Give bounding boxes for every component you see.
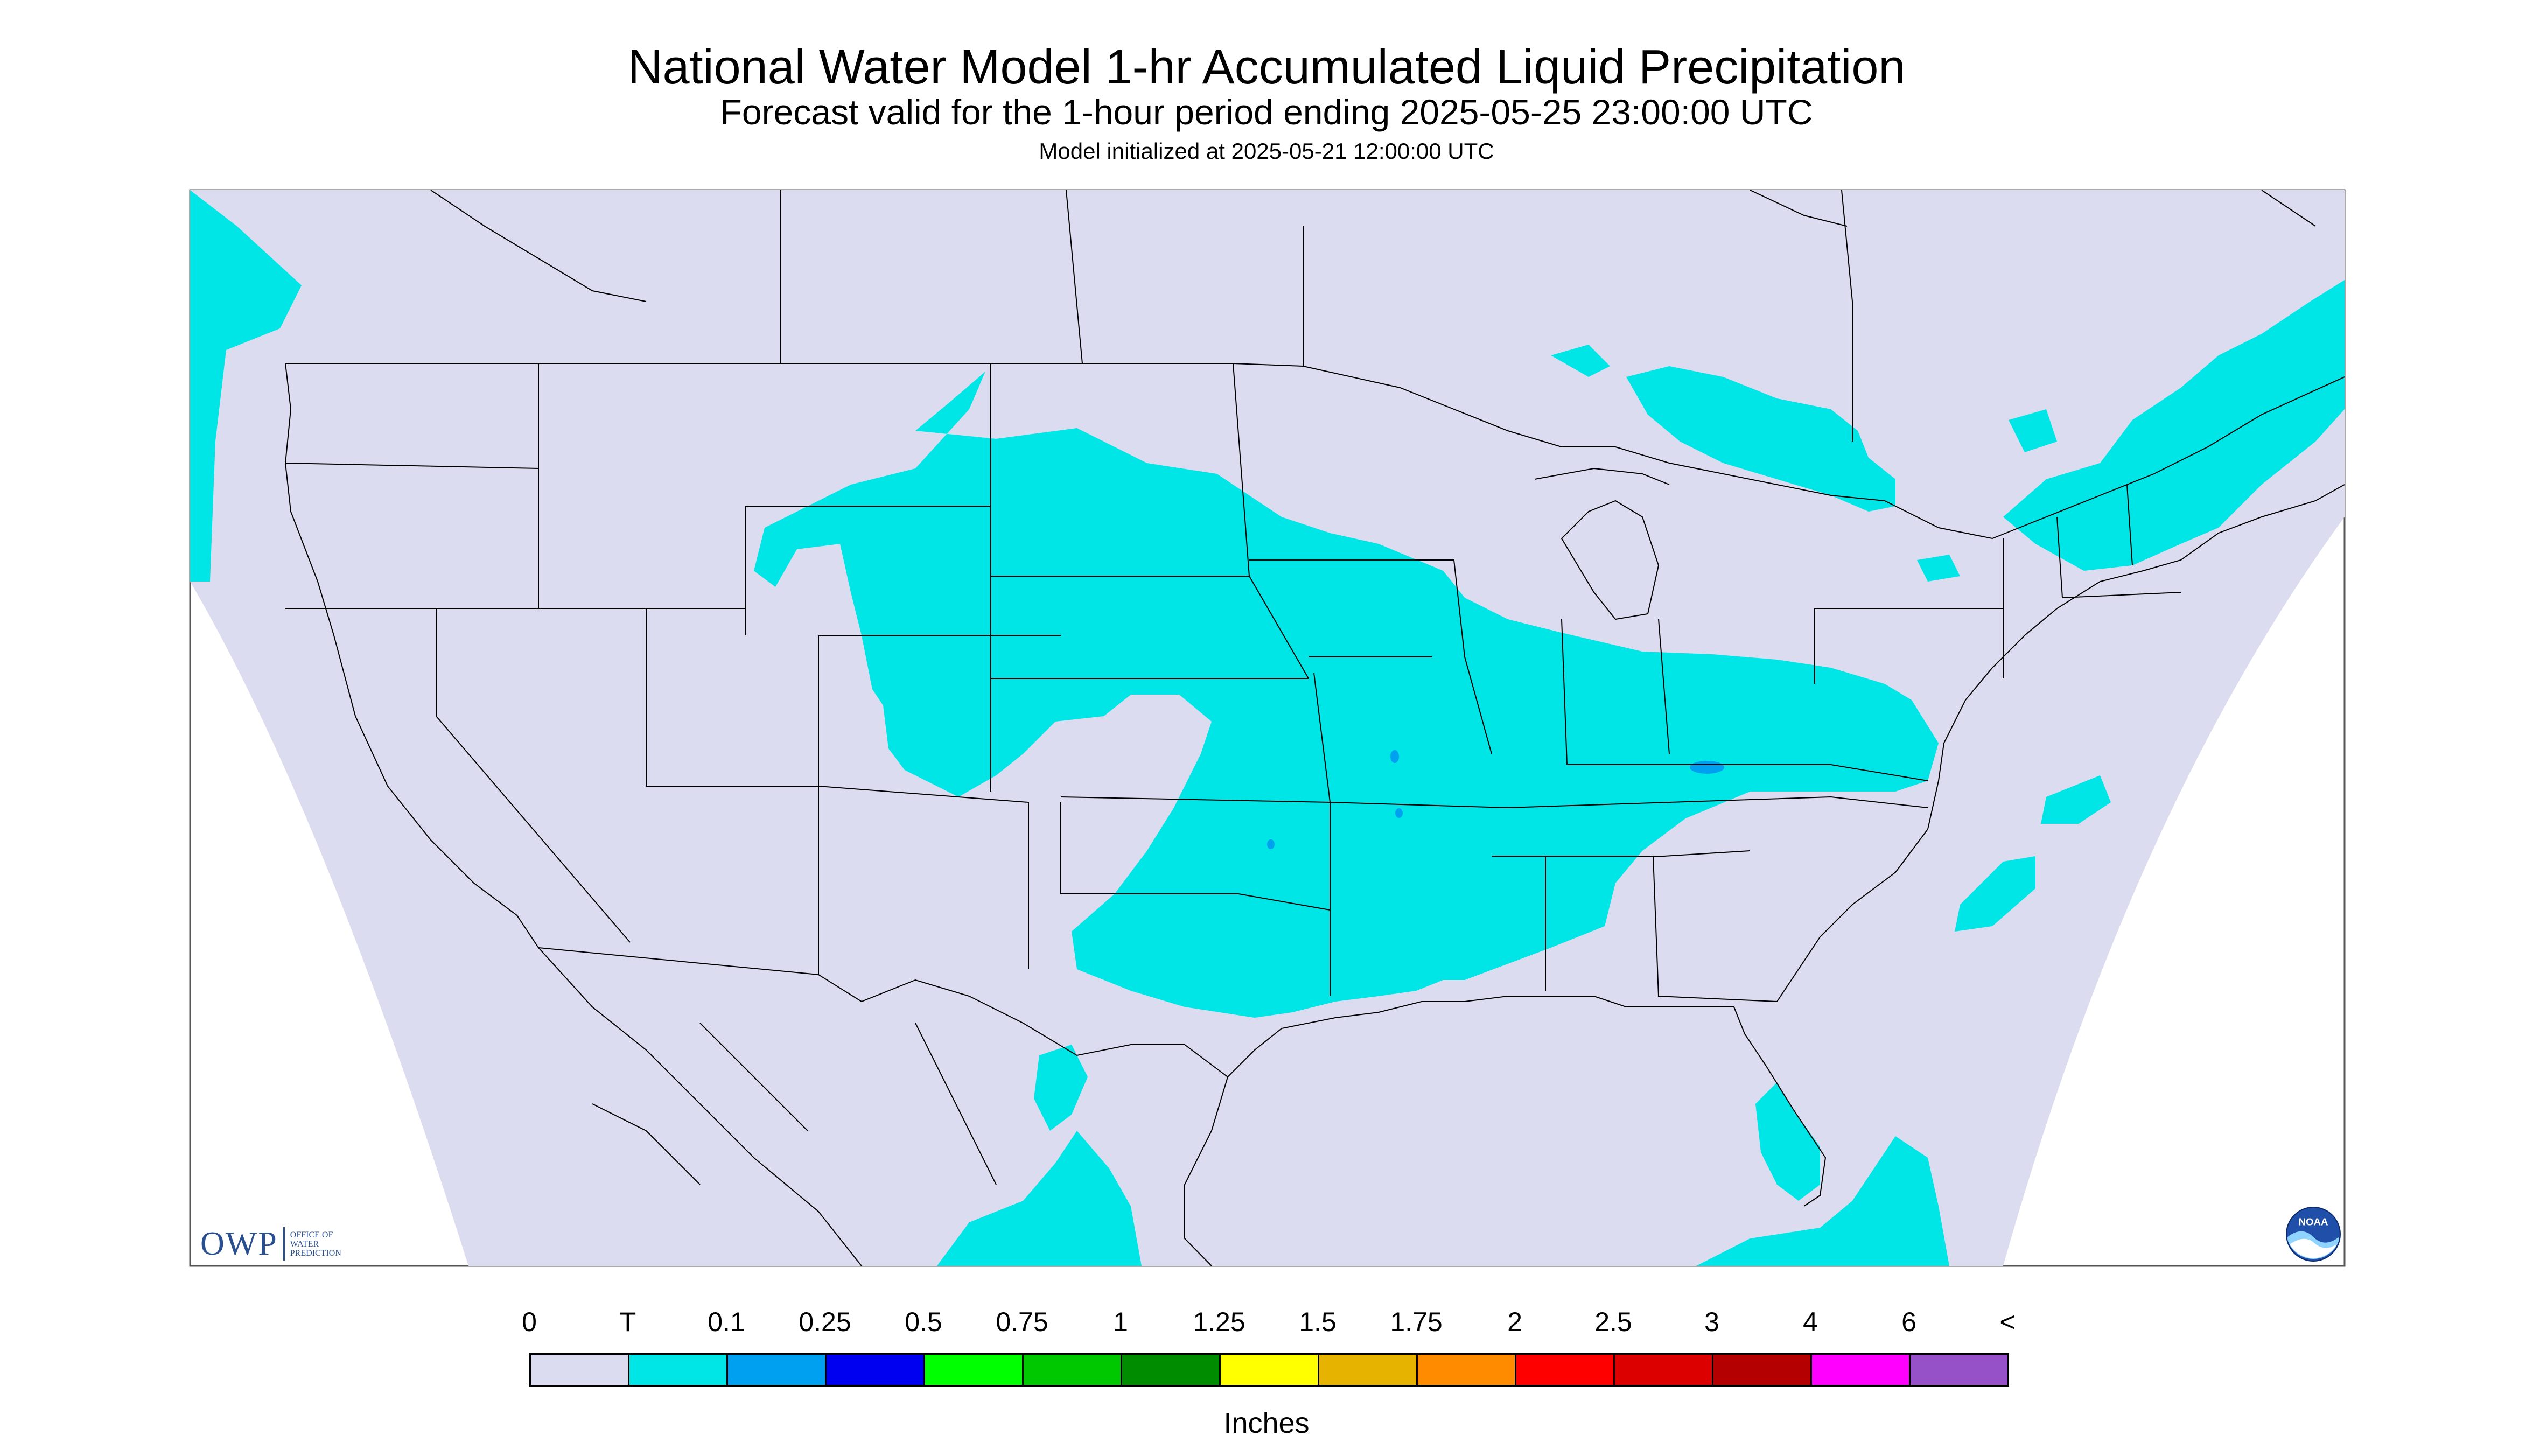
owp-logo-divider bbox=[283, 1227, 285, 1261]
legend-label: 0.75 bbox=[996, 1307, 1048, 1337]
forecast-valid-subtitle: Forecast valid for the 1-hour period end… bbox=[720, 92, 1813, 132]
legend-label: 0.25 bbox=[799, 1307, 851, 1337]
model-init-text: Model initialized at 2025-05-21 12:00:00… bbox=[1039, 138, 1494, 164]
owp-logo-text: OFFICE OF WATER PREDICTION bbox=[290, 1230, 341, 1258]
precip-trace-areas bbox=[190, 190, 2345, 1266]
legend-color-box bbox=[1022, 1353, 1121, 1387]
legend-label: 4 bbox=[1803, 1307, 1818, 1337]
legend-label: 1 bbox=[1113, 1307, 1128, 1337]
map-title: National Water Model 1-hr Accumulated Li… bbox=[627, 40, 1906, 94]
legend-color-box bbox=[1712, 1353, 1810, 1387]
legend-color-box bbox=[1810, 1353, 1909, 1387]
legend-label: 3 bbox=[1704, 1307, 1719, 1337]
legend-color-box bbox=[1515, 1353, 1613, 1387]
owp-logo: OWP OFFICE OF WATER PREDICTION bbox=[200, 1225, 341, 1263]
noaa-icon: NOAA bbox=[2286, 1207, 2341, 1262]
legend-label: 2 bbox=[1507, 1307, 1522, 1337]
legend-label: 1.5 bbox=[1299, 1307, 1337, 1337]
legend-label: 0 bbox=[522, 1307, 537, 1337]
owp-logo-mark: OWP bbox=[200, 1225, 278, 1262]
legend-color-box bbox=[1416, 1353, 1515, 1387]
legend-label: T bbox=[619, 1307, 636, 1337]
legend-color-box bbox=[529, 1353, 628, 1387]
legend-color-box bbox=[1909, 1353, 2009, 1387]
legend-color-box bbox=[1121, 1353, 1219, 1387]
legend-color-box bbox=[726, 1353, 825, 1387]
legend-color-box bbox=[1219, 1353, 1318, 1387]
legend-units: Inches bbox=[1223, 1407, 1310, 1439]
legend-label: 6 bbox=[1901, 1307, 1916, 1337]
legend-color-box bbox=[1613, 1353, 1712, 1387]
legend-color-box bbox=[628, 1353, 726, 1387]
legend-label: 1.75 bbox=[1390, 1307, 1443, 1337]
legend-label: 2.5 bbox=[1594, 1307, 1632, 1337]
noaa-logo-text: NOAA bbox=[2298, 1216, 2328, 1227]
legend-label: < bbox=[1999, 1307, 2016, 1337]
legend-label: 1.25 bbox=[1193, 1307, 1245, 1337]
legend-color-box bbox=[923, 1353, 1022, 1387]
legend-color-box bbox=[825, 1353, 923, 1387]
legend-label: 0.1 bbox=[708, 1307, 745, 1337]
legend-color-box bbox=[1318, 1353, 1416, 1387]
political-borders bbox=[284, 190, 2345, 1266]
legend-label: 0.5 bbox=[905, 1307, 942, 1337]
